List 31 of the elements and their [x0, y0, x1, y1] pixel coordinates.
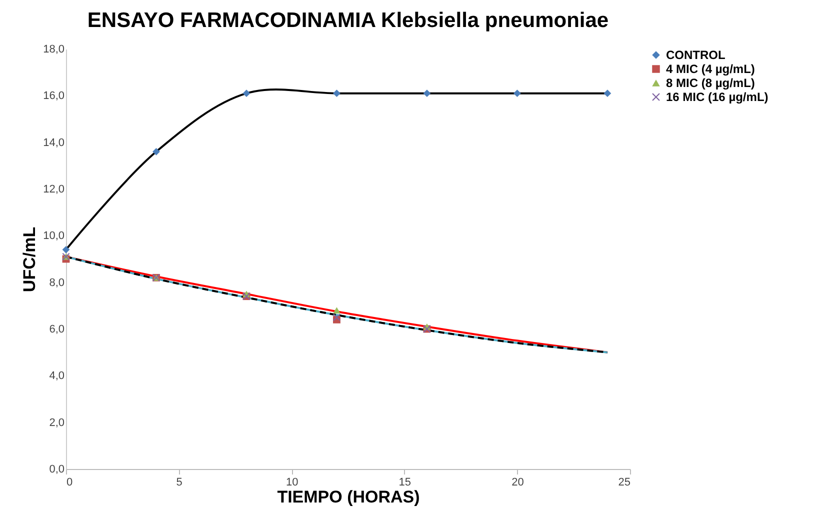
x-tick-label: 25 [618, 476, 630, 488]
y-tick-label: 12,0 [43, 184, 64, 196]
point [62, 246, 70, 254]
x-tick-label: 10 [286, 476, 298, 488]
point [333, 90, 340, 98]
legend-label: 4 MIC (4 µg/mL) [666, 62, 755, 76]
y-tick-label: 16,0 [43, 90, 64, 102]
y-tick-label: 2,0 [49, 416, 64, 429]
y-tick-label: 4,0 [49, 370, 64, 382]
chart-title: ENSAYO FARMACODINAMIA Klebsiella pneumoniae [87, 9, 609, 32]
y-tick-label: 18,0 [43, 44, 64, 56]
point [152, 148, 160, 156]
x-tick-label: 15 [398, 476, 412, 488]
x-tick-label: 0 [66, 476, 73, 488]
legend-label: CONTROL [666, 48, 726, 62]
point [242, 90, 250, 98]
point [423, 90, 431, 98]
y-tick-label: 0,0 [49, 464, 64, 476]
x-tick-label: 20 [512, 476, 524, 488]
y-tick-label: 14,0 [43, 136, 64, 149]
point [333, 307, 340, 314]
y-axis-title: UFC/mL [20, 226, 40, 292]
legend-label: 8 MIC (8 µg/mL) [666, 76, 755, 90]
x-tick-label: 5 [176, 476, 182, 488]
y-tick-label: 10,0 [43, 230, 64, 242]
x-axis-title: TIEMPO (HORAS) [277, 488, 420, 506]
point [513, 90, 521, 98]
y-tick-label: 8,0 [49, 276, 64, 289]
legend-label: 16 MIC (16 µg/mL) [666, 90, 768, 104]
y-tick-label: 6,0 [49, 324, 64, 336]
point [604, 90, 612, 98]
